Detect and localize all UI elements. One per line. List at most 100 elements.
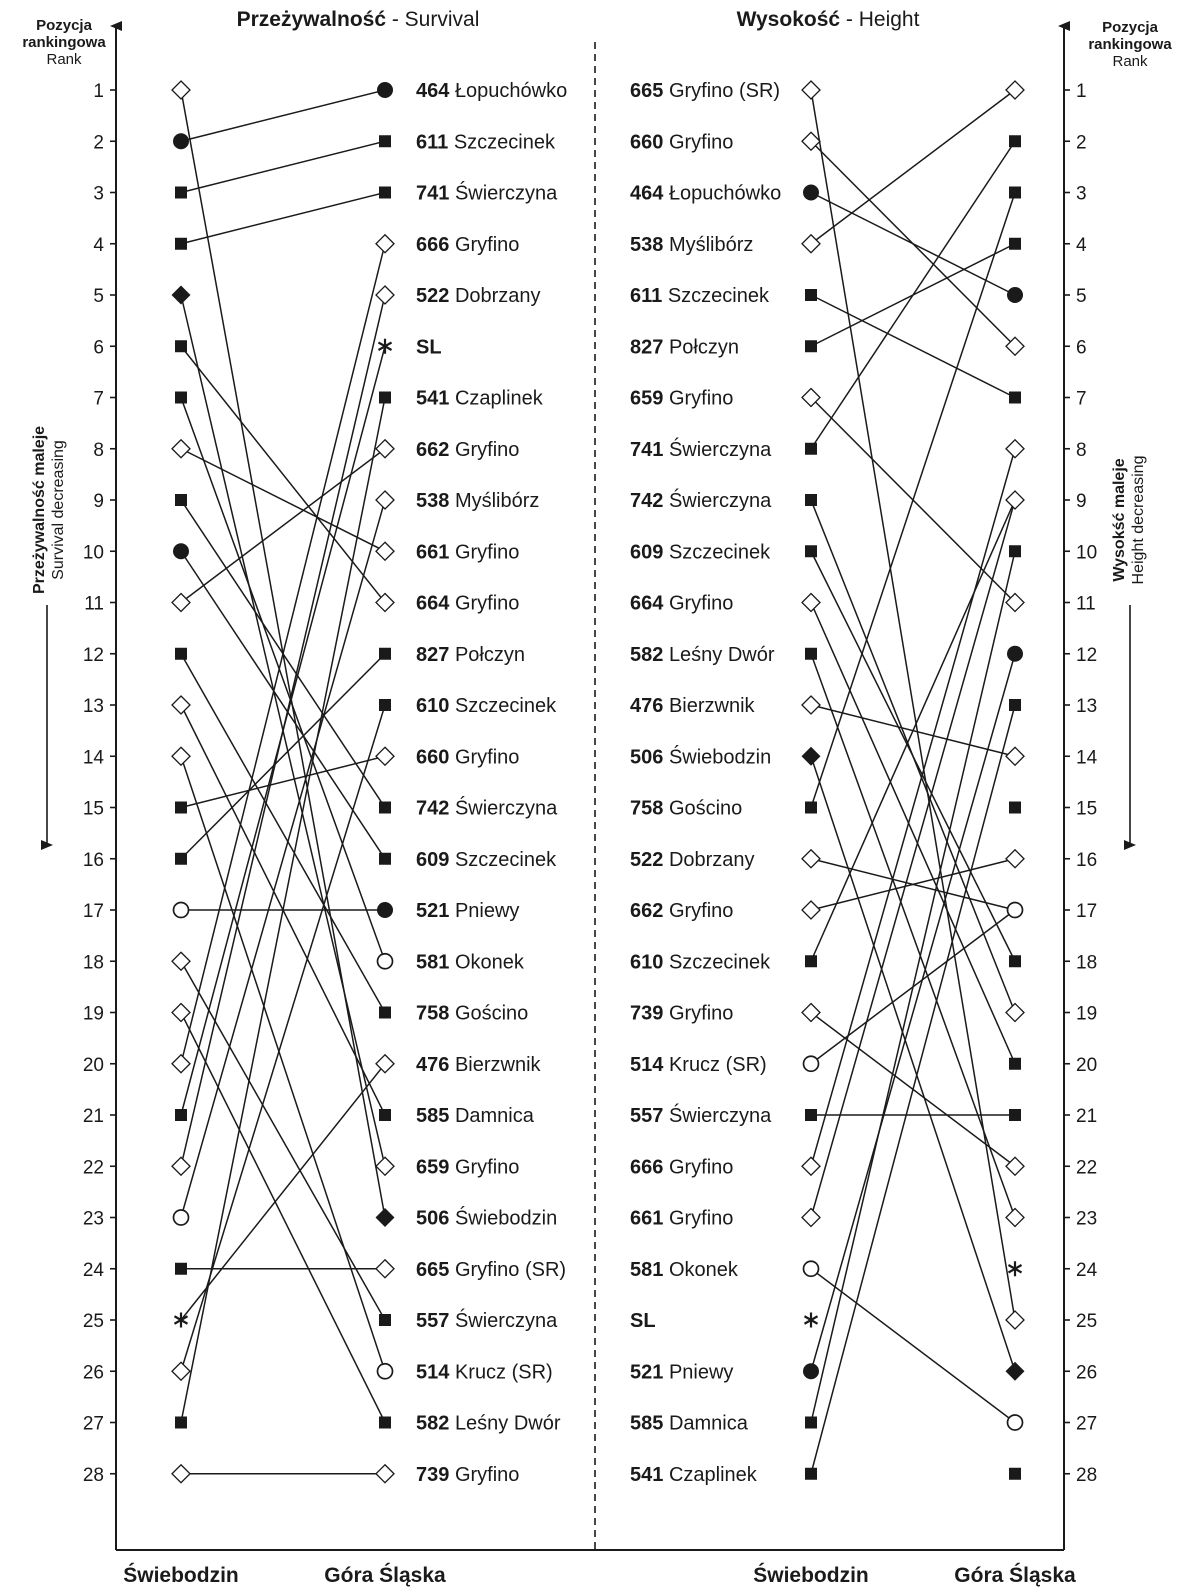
survival-population-label: 585 Damnica (416, 1105, 535, 1127)
left-rank-tick: 27 (83, 1414, 104, 1435)
right-rank-tick: 24 (1076, 1260, 1098, 1281)
height-population-label: 611 Szczecinek (630, 285, 770, 307)
survival-link-line (180, 448, 386, 604)
survival-right-diamond-open-marker (375, 1463, 395, 1484)
height-population-label: 741 Świerczyna (630, 437, 772, 461)
height-link-line (810, 551, 1016, 1423)
survival-population-label: 582 Leśny Dwór (416, 1413, 561, 1435)
height-panel-title: Wysokość - Height (737, 8, 920, 31)
survival-population-label: 541 Czaplinek (416, 388, 544, 410)
survival-right-diamond-open-marker (375, 746, 395, 767)
height-right-square-filled-marker (1009, 1467, 1021, 1480)
height-right-square-filled-marker (1009, 391, 1021, 404)
height-right-diamond-open-marker (1005, 438, 1025, 459)
height-population-labels: 665 Gryfino (SR) 660 Gryfino 464 Łopuchówk… (630, 80, 781, 1486)
height-population-label: 660 Gryfino (630, 131, 733, 153)
height-population-label: 581 Okonek (630, 1259, 739, 1281)
right-rank-tick: 4 (1076, 235, 1087, 256)
left-rank-tick: 23 (83, 1209, 104, 1230)
survival-link-line (180, 397, 386, 1423)
survival-markers (171, 80, 395, 1484)
height-right-square-filled-marker (1009, 801, 1021, 814)
left-rank-tick: 3 (93, 184, 104, 205)
left-rank-tick: 6 (93, 337, 104, 358)
survival-right-circle-open-marker (376, 952, 394, 970)
survival-population-label: 739 Gryfino (416, 1464, 519, 1486)
height-population-label: 514 Krucz (SR) (630, 1054, 767, 1076)
height-population-label: 659 Gryfino (630, 388, 733, 410)
right-rank-tick: 2 (1076, 132, 1087, 153)
left-rank-tick: 13 (83, 696, 104, 717)
left-rank-tick: 4 (93, 235, 104, 256)
right-rank-tick: 10 (1076, 542, 1097, 563)
survival-right-asterisk-marker (377, 338, 393, 354)
survival-population-label: 611 Szczecinek (416, 131, 556, 153)
survival-link-line (180, 653, 386, 860)
height-right-diamond-open-marker (1005, 848, 1025, 869)
left-rank-tick: 12 (83, 645, 104, 666)
height-right-diamond-open-marker (1005, 746, 1025, 767)
survival-link-line (180, 755, 386, 809)
left-rank-tick: 22 (83, 1157, 104, 1178)
right-rank-tick: 6 (1076, 337, 1087, 358)
height-right-column-label: Góra Śląska (954, 1563, 1076, 1587)
survival-left-circle-filled-marker (173, 543, 189, 560)
height-population-label: 464 Łopuchówko (630, 183, 781, 205)
survival-left-square-filled-marker (175, 186, 187, 199)
height-right-diamond-open-marker (1005, 490, 1025, 510)
height-right-square-filled-marker (1009, 237, 1021, 250)
height-link-line (810, 550, 1016, 962)
height-left-circle-open-marker (802, 1055, 820, 1073)
height-left-square-filled-marker (805, 494, 817, 506)
survival-right-diamond-open-marker (375, 592, 395, 613)
left-rank-tick: 2 (93, 132, 104, 153)
survival-population-label: 660 Gryfino (416, 746, 519, 768)
survival-population-label: 666 Gryfino (416, 234, 519, 256)
height-left-diamond-open-marker (801, 592, 821, 613)
height-population-label: 476 Bierzwnik (630, 695, 756, 717)
survival-right-diamond-open-marker (375, 541, 395, 562)
height-population-label: 582 Leśny Dwór (630, 644, 775, 666)
survival-rank-links (180, 89, 386, 1475)
right-rank-tick: 14 (1076, 747, 1098, 768)
height-link-line (810, 499, 1016, 1218)
height-link-line (810, 653, 1016, 1218)
height-population-label: 609 Szczecinek (630, 541, 771, 563)
height-left-diamond-open-marker (801, 848, 821, 869)
height-population-label: 521 Pniewy (630, 1361, 733, 1383)
survival-left-circle-open-marker (172, 1209, 190, 1226)
left-rank-tick: 8 (93, 440, 104, 461)
survival-population-label: 741 Świerczyna (416, 181, 558, 205)
survival-left-square-filled-marker (175, 647, 187, 660)
height-right-circle-filled-marker (1007, 287, 1023, 303)
survival-left-diamond-open-marker (171, 80, 191, 100)
right-rank-tick: 18 (1076, 952, 1097, 973)
height-right-diamond-open-marker (1005, 80, 1025, 100)
survival-population-label: 661 Gryfino (416, 541, 519, 563)
height-left-circle-open-marker (802, 1260, 820, 1278)
right-rank-tick: 15 (1076, 799, 1097, 820)
height-left-square-filled-marker (805, 955, 817, 968)
svg-text:Pozycja: Pozycja (36, 17, 93, 34)
survival-right-square-filled-marker (379, 391, 391, 404)
height-right-diamond-open-marker (1005, 336, 1025, 357)
left-rank-tick: 21 (83, 1106, 104, 1127)
right-rank-tick: 12 (1076, 645, 1097, 666)
height-population-label: 662 Gryfino (630, 900, 733, 922)
left-rank-tick: 17 (83, 901, 104, 922)
survival-left-circle-open-marker (172, 901, 190, 919)
survival-left-square-filled-marker (175, 391, 187, 404)
right-rank-tick: 25 (1076, 1311, 1097, 1332)
height-link-line (810, 1268, 1016, 1424)
survival-link-line (180, 1063, 386, 1321)
svg-text:Survival decreasing: Survival decreasing (50, 440, 67, 580)
height-link-line (810, 653, 1016, 1372)
left-rank-tick: 16 (83, 850, 104, 871)
survival-left-square-filled-marker (175, 340, 187, 353)
height-population-label: 665 Gryfino (SR) (630, 80, 780, 102)
survival-population-label: 514 Krucz (SR) (416, 1361, 553, 1383)
left-rank-tick: 18 (83, 952, 104, 973)
left-rank-tick: 25 (83, 1311, 104, 1332)
right-rank-tick: 20 (1076, 1055, 1097, 1076)
